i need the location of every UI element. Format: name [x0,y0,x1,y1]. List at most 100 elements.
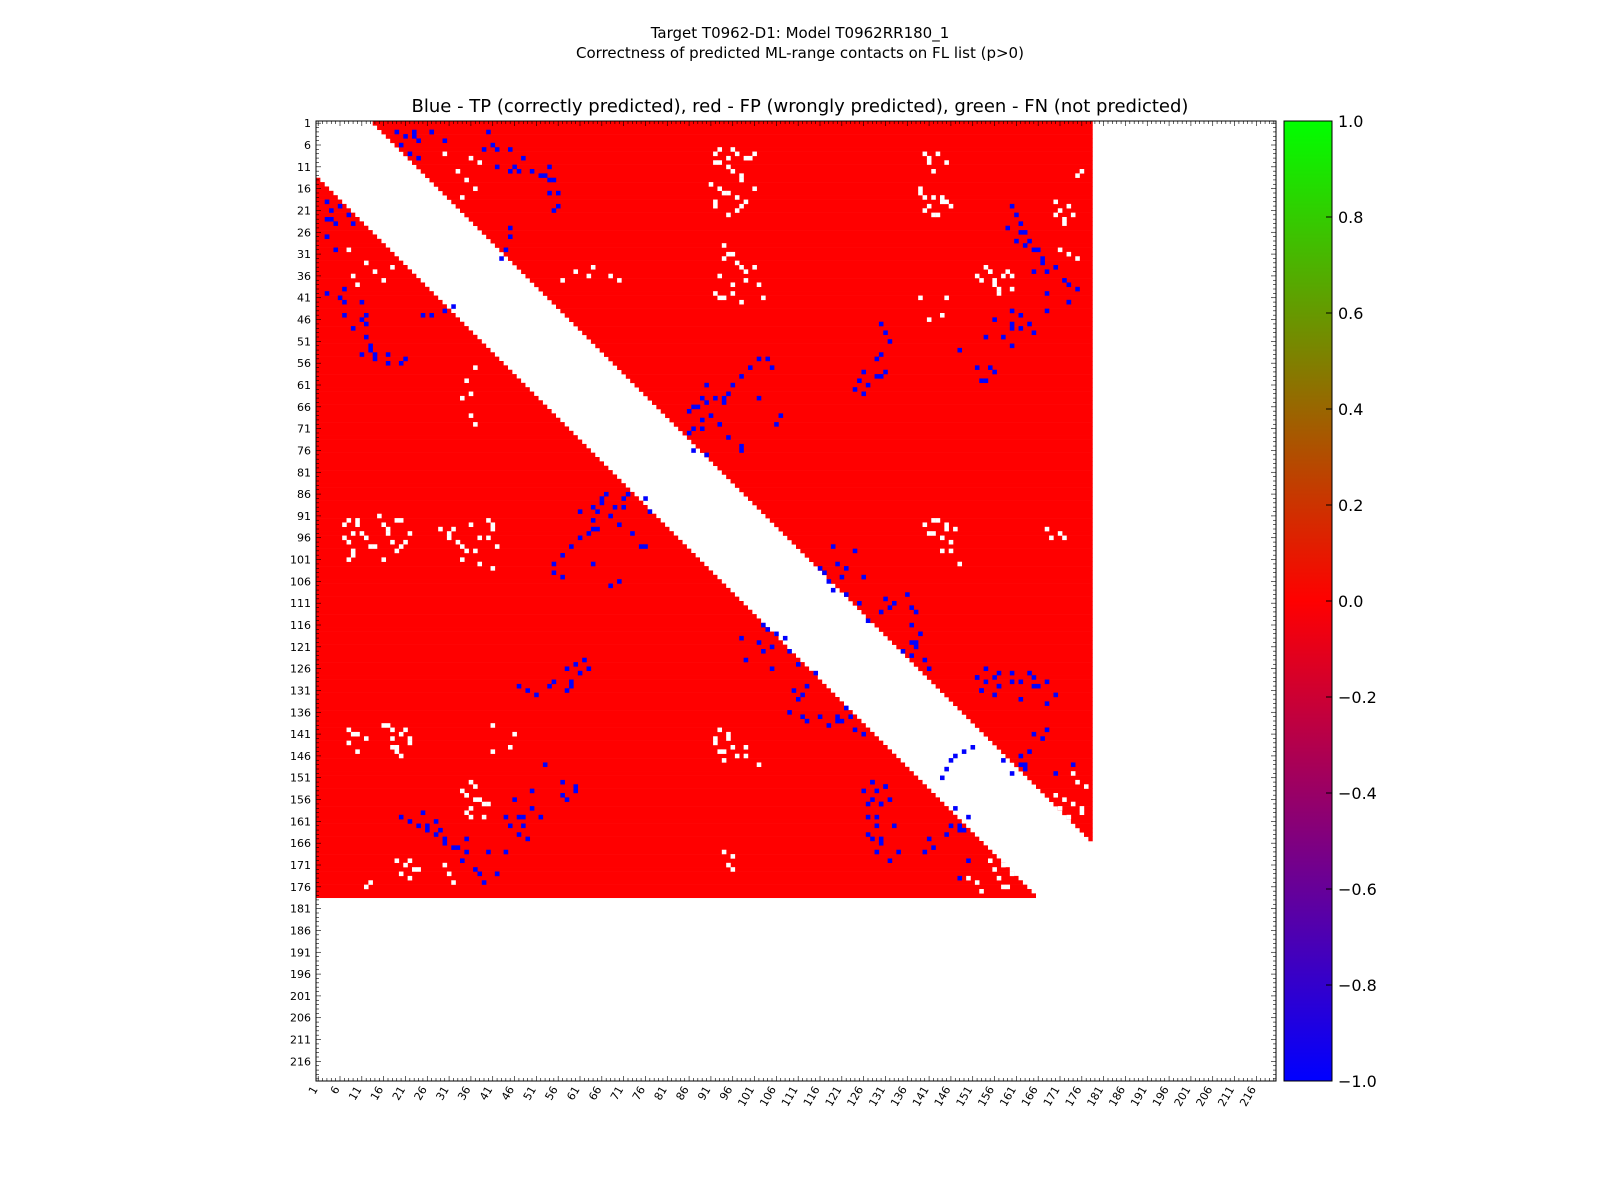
fp-row-segment [425,173,1093,179]
heatmap-title: Blue - TP (correctly predicted), red - F… [412,96,1189,117]
tp-cell [974,675,980,680]
unmatched-cell [974,273,980,279]
tp-cell [529,169,535,174]
tp-cell [1009,203,1015,209]
tp-cell [560,553,565,558]
contact-cells-layer [324,129,1089,894]
fp-row-segment [316,452,596,458]
tp-cell [1009,326,1015,331]
tp-cell [983,378,989,384]
unmatched-cell [944,295,949,301]
unmatched-cell [446,531,452,536]
fp-row-segment [713,461,1093,467]
fp-row-segment [870,618,1093,624]
tp-cell [896,849,901,855]
unmatched-cell [477,535,483,541]
colorbar-ticks: 1.0 0.8 0.6 0.4 0.2 0.0 −0.2 −0.4 −0.6 −0.8 −1.0 [1326,112,1377,1091]
tp-cell [1044,269,1050,274]
colorbar-tick-label: 0.4 [1338,400,1363,419]
tp-cell [638,544,644,549]
unmatched-cell [957,561,963,567]
tp-cell [473,867,478,872]
tp-cell [909,622,915,628]
fp-row-segment [464,212,1093,218]
tp-cell [704,382,709,388]
tp-cell [1027,749,1032,754]
unmatched-cell [486,801,491,807]
fp-row-segment [316,731,875,737]
tp-cell [425,827,430,833]
unmatched-cell [761,295,766,301]
unmatched-cell [477,160,483,165]
fp-row-segment [896,644,1093,650]
tp-cell [765,627,771,632]
unmatched-cell [468,413,474,418]
fp-row-segment [918,666,1093,672]
x-tick-label: 76 [630,1084,648,1103]
tp-cell [590,518,596,523]
tp-cell [516,832,522,837]
y-tick-label: 186 [290,924,311,937]
colorbar-tick-label: 1.0 [1338,112,1363,131]
unmatched-cell [403,539,408,545]
tp-cell [560,574,565,580]
unmatched-cell [350,548,356,554]
tp-cell [974,365,980,370]
fp-row-segment [1049,797,1093,803]
fp-row-segment [316,374,517,379]
tp-cell [992,317,997,322]
tp-cell [870,779,875,785]
unmatched-cell [717,295,723,301]
tp-cell [1040,256,1045,261]
colorbar-gradient [1283,120,1333,1082]
fp-row-segment [905,653,1093,659]
fp-row-segment [316,701,844,707]
fp-row-segment [1009,758,1093,763]
tp-cell [503,247,509,253]
fp-row-segment [538,286,1093,292]
unmatched-cell [416,867,421,872]
fp-row-segment [835,583,1093,589]
tp-cell [643,496,648,501]
tp-cell [521,823,526,829]
fp-row-segment [394,142,1093,148]
fp-row-segment [316,212,356,218]
tp-cell [324,234,330,240]
tp-cell [874,814,880,820]
unmatched-cell [1066,251,1072,257]
tp-cell [324,199,330,205]
unmatched-cell [1057,208,1063,213]
tp-cell [940,775,945,781]
fp-row-segment [316,430,574,436]
tp-cell [516,169,522,174]
unmatched-cell [730,745,736,750]
unmatched-cell [726,190,731,196]
tp-cell [966,858,971,864]
tp-cell [560,779,565,785]
tp-cell [508,823,513,829]
tp-cell [556,203,561,209]
tp-cell [460,858,465,864]
fp-row-segment [704,452,1093,458]
x-tick-label: 106 [757,1084,779,1109]
unmatched-cell [726,164,731,170]
tp-cell [887,797,893,802]
unmatched-cell [931,518,936,523]
tp-cell [852,548,858,554]
tp-cell [953,753,958,759]
fp-row-segment [316,404,548,410]
unmatched-cell [1001,862,1006,868]
tp-cell [726,391,731,397]
fp-row-segment [390,138,1093,144]
unmatched-cell [460,788,465,794]
fp-row-segment [316,583,727,589]
unmatched-cell [350,531,356,536]
unmatched-cell [1053,199,1059,205]
tp-cell [852,387,858,392]
fp-row-segment [708,457,1093,462]
tp-cell [407,819,413,824]
colorbar-tick-label: 0.8 [1338,208,1363,227]
fp-row-segment [316,422,565,427]
unmatched-cell [464,810,469,816]
fp-row-segment [316,662,805,667]
